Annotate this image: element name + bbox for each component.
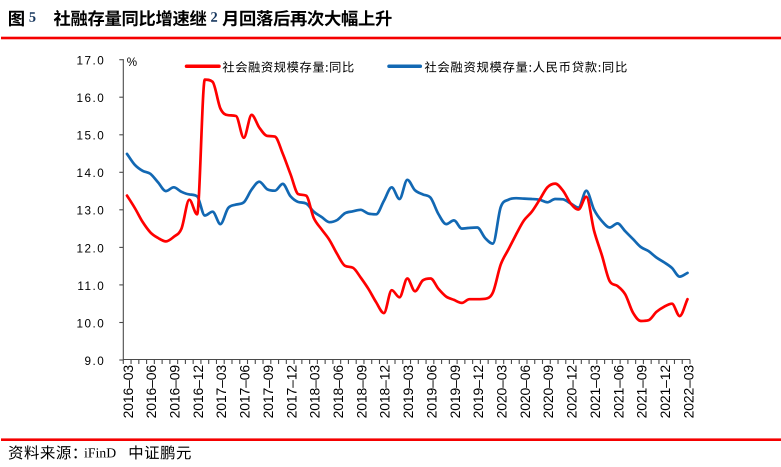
svg-text:12.0: 12.0 xyxy=(77,242,106,255)
svg-text:2016–09: 2016–09 xyxy=(167,365,183,419)
svg-text:2019–06: 2019–06 xyxy=(423,365,439,419)
svg-text:9.0: 9.0 xyxy=(85,355,106,368)
svg-text:17.0: 17.0 xyxy=(77,55,106,68)
svg-text:11.0: 11.0 xyxy=(77,280,105,293)
svg-text:2018–06: 2018–06 xyxy=(330,365,346,419)
svg-text:2017–06: 2017–06 xyxy=(237,365,253,419)
svg-text:2018–03: 2018–03 xyxy=(307,365,323,419)
svg-text:2020–09: 2020–09 xyxy=(540,365,556,419)
svg-text:2020–03: 2020–03 xyxy=(493,365,509,419)
svg-text:2020–12: 2020–12 xyxy=(564,365,580,419)
svg-text:2016–06: 2016–06 xyxy=(143,365,159,419)
svg-text:2019–12: 2019–12 xyxy=(470,365,486,419)
svg-text:2019–09: 2019–09 xyxy=(447,365,463,419)
svg-text:2017–09: 2017–09 xyxy=(260,365,276,419)
svg-text:2018–12: 2018–12 xyxy=(377,365,393,419)
svg-text:2021–09: 2021–09 xyxy=(634,365,650,419)
svg-text:10.0: 10.0 xyxy=(77,317,106,330)
svg-text:2020–06: 2020–06 xyxy=(517,365,533,419)
svg-text:2022–03: 2022–03 xyxy=(680,365,696,419)
svg-text:2021–06: 2021–06 xyxy=(610,365,626,419)
svg-text:2019–03: 2019–03 xyxy=(400,365,416,419)
svg-text:2017–03: 2017–03 xyxy=(213,365,229,419)
svg-text:14.0: 14.0 xyxy=(77,167,106,180)
svg-text:%: % xyxy=(127,56,137,69)
svg-text:2016–12: 2016–12 xyxy=(190,365,206,419)
svg-text:2017–12: 2017–12 xyxy=(283,365,299,419)
svg-text:2021–03: 2021–03 xyxy=(587,365,603,419)
svg-text:2018–09: 2018–09 xyxy=(353,365,369,419)
svg-text:2016–03: 2016–03 xyxy=(120,365,136,419)
svg-text:16.0: 16.0 xyxy=(77,92,106,105)
svg-text:15.0: 15.0 xyxy=(77,130,106,143)
svg-text:2021–12: 2021–12 xyxy=(657,365,673,419)
svg-text:13.0: 13.0 xyxy=(77,205,106,218)
